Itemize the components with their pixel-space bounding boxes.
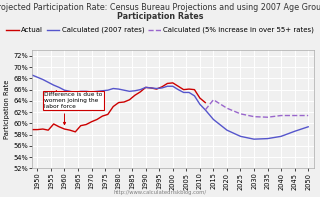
- Calculated (2007 rates): [100, 90, 104, 92]
- Calculated (5% increase in over 55+ rates): [306, 114, 310, 117]
- Calculated (2007 rates): [279, 135, 283, 138]
- Calculated (2007 rates): [160, 87, 164, 89]
- Calculated (5% increase in over 55+ rates): [252, 115, 256, 118]
- Text: Projected Participation Rate: Census Bureau Projections and using 2007 Age Group: Projected Participation Rate: Census Bur…: [0, 3, 320, 12]
- Calculated (2007 rates): [84, 90, 88, 93]
- Actual: [182, 88, 186, 91]
- Calculated (2007 rates): [165, 85, 169, 87]
- Actual: [133, 94, 137, 97]
- Calculated (2007 rates): [225, 129, 229, 131]
- Calculated (2007 rates): [293, 130, 297, 132]
- Calculated (2007 rates): [95, 90, 99, 93]
- Calculated (2007 rates): [193, 95, 196, 97]
- Calculated (5% increase in over 55+ rates): [239, 113, 243, 115]
- Actual: [95, 118, 99, 121]
- Calculated (2007 rates): [138, 88, 142, 91]
- Calculated (2007 rates): [187, 91, 191, 94]
- Text: Participation Rates: Participation Rates: [117, 12, 203, 21]
- Calculated (2007 rates): [252, 138, 256, 140]
- Calculated (2007 rates): [63, 89, 67, 91]
- Actual: [128, 98, 132, 101]
- Actual: [73, 131, 77, 133]
- Actual: [57, 126, 61, 128]
- Actual: [111, 105, 115, 108]
- Actual: [46, 129, 50, 131]
- Actual: [144, 86, 148, 89]
- Calculated (2007 rates): [182, 91, 186, 94]
- Actual: [68, 129, 72, 131]
- Calculated (2007 rates): [306, 126, 310, 128]
- Calculated (2007 rates): [171, 85, 175, 87]
- Actual: [193, 88, 196, 91]
- Calculated (2007 rates): [90, 91, 93, 93]
- Calculated (2007 rates): [144, 86, 148, 89]
- Calculated (5% increase in over 55+ rates): [266, 116, 269, 118]
- Text: http://www.calculatedriskblog.com/: http://www.calculatedriskblog.com/: [113, 190, 207, 195]
- Actual: [198, 97, 202, 99]
- Actual: [117, 101, 121, 104]
- Actual: [149, 87, 153, 89]
- Actual: [176, 85, 180, 87]
- Calculated (2007 rates): [57, 86, 61, 89]
- Calculated (2007 rates): [117, 88, 121, 90]
- Calculated (2007 rates): [46, 81, 50, 84]
- Calculated (5% increase in over 55+ rates): [279, 114, 283, 117]
- Calculated (2007 rates): [30, 74, 34, 76]
- Calculated (2007 rates): [73, 91, 77, 94]
- Actual: [90, 121, 93, 123]
- Calculated (2007 rates): [133, 90, 137, 92]
- Actual: [204, 101, 207, 104]
- Actual: [36, 128, 39, 131]
- Actual: [187, 88, 191, 90]
- Calculated (5% increase in over 55+ rates): [204, 109, 207, 111]
- Actual: [171, 82, 175, 84]
- Actual: [106, 113, 110, 116]
- Line: Actual: Actual: [32, 83, 205, 132]
- Y-axis label: Participation Rate: Participation Rate: [4, 80, 10, 139]
- Calculated (2007 rates): [239, 135, 243, 138]
- Calculated (2007 rates): [52, 84, 56, 86]
- Calculated (2007 rates): [204, 109, 207, 111]
- Calculated (2007 rates): [41, 78, 45, 81]
- Calculated (2007 rates): [176, 88, 180, 91]
- Actual: [138, 91, 142, 93]
- Actual: [84, 123, 88, 126]
- Calculated (2007 rates): [106, 89, 110, 91]
- Actual: [100, 115, 104, 117]
- Actual: [52, 123, 56, 125]
- Actual: [122, 101, 126, 103]
- Calculated (2007 rates): [155, 87, 158, 90]
- Calculated (2007 rates): [128, 90, 132, 93]
- Actual: [165, 82, 169, 85]
- Line: Calculated (2007 rates): Calculated (2007 rates): [32, 75, 308, 139]
- Calculated (5% increase in over 55+ rates): [212, 98, 215, 101]
- Actual: [63, 128, 67, 130]
- Calculated (2007 rates): [111, 87, 115, 90]
- Calculated (2007 rates): [149, 87, 153, 89]
- Actual: [160, 86, 164, 88]
- Legend: Actual, Calculated (2007 rates), Calculated (5% increase in over 55+ rates): Actual, Calculated (2007 rates), Calcula…: [4, 24, 316, 36]
- Actual: [41, 128, 45, 130]
- Calculated (2007 rates): [68, 90, 72, 93]
- Line: Calculated (5% increase in over 55+ rates): Calculated (5% increase in over 55+ rate…: [205, 100, 308, 117]
- Calculated (2007 rates): [122, 89, 126, 91]
- Calculated (2007 rates): [36, 76, 39, 78]
- Actual: [79, 125, 83, 127]
- Calculated (2007 rates): [266, 138, 269, 140]
- Text: Difference is due to
women joining the
labor force: Difference is due to women joining the l…: [44, 92, 102, 109]
- Calculated (2007 rates): [212, 118, 215, 121]
- Calculated (5% increase in over 55+ rates): [225, 107, 229, 109]
- Calculated (5% increase in over 55+ rates): [293, 114, 297, 117]
- Actual: [30, 128, 34, 131]
- Calculated (2007 rates): [79, 90, 83, 93]
- Calculated (2007 rates): [198, 103, 202, 105]
- Actual: [155, 88, 158, 90]
